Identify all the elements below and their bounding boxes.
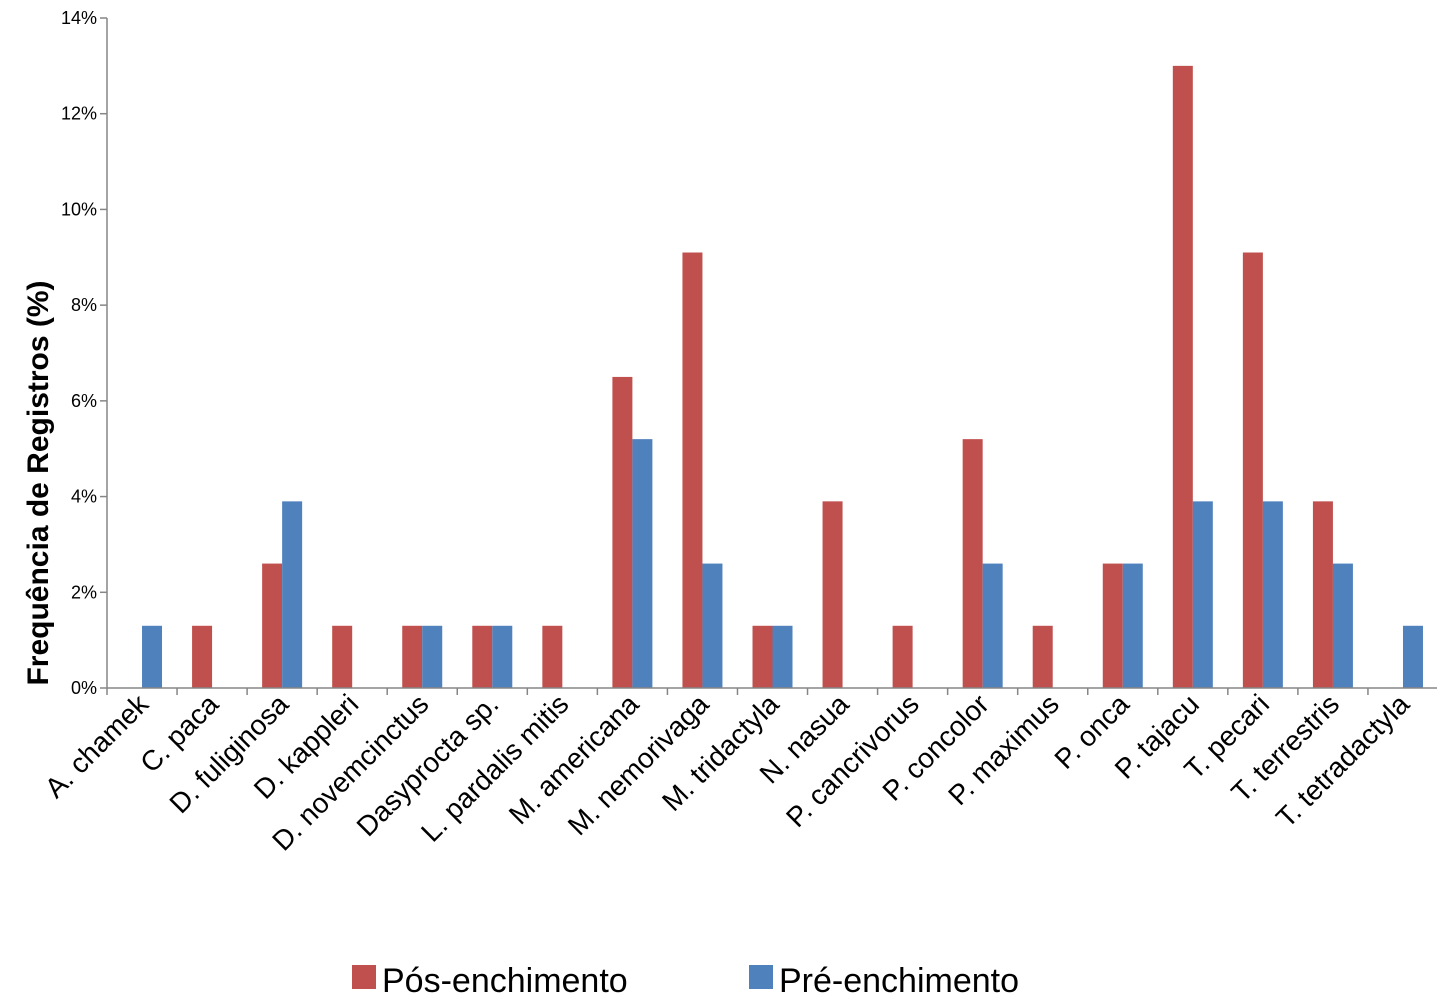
bar-pos-17 [1312,501,1333,688]
bar-pos-6 [542,625,563,688]
bar-pos-14 [1102,563,1123,688]
bar-pre-8 [702,563,723,688]
y-tick-label: 4% [71,487,97,507]
y-axis-ticks: 0% 2% 4% 6% 8% 10% 12% 14% [61,8,107,698]
legend-label: Pré-enchimento [779,962,1019,1000]
bar-pos-13 [1032,625,1053,688]
bar-pre-14 [1122,563,1143,688]
bar-pre-4 [422,625,443,688]
bar-pos-12 [962,439,983,688]
bar-pre-17 [1332,563,1353,688]
bar-pos-11 [892,625,913,688]
bar-pos-10 [822,501,843,688]
bars [142,65,1423,689]
bar-pos-4 [402,625,423,688]
bar-pos-15 [1172,65,1193,689]
y-tick-label: 8% [71,295,97,315]
y-tick-label: 12% [61,104,97,124]
bar-pre-0 [142,625,163,688]
bar-pre-7 [632,439,653,688]
bar-pos-1 [192,625,213,688]
bar-pre-16 [1262,501,1283,688]
bar-pre-15 [1192,501,1213,688]
bar-pre-5 [492,625,513,688]
bar-pos-5 [472,625,493,688]
bar-pre-2 [282,501,303,688]
legend: Pós-enchimento Pré-enchimento [352,962,1019,1000]
x-tick-label: A. chamek [39,688,155,804]
y-tick-label: 0% [71,678,97,698]
bar-pos-8 [682,252,703,688]
bar-pos-3 [332,625,353,688]
y-axis-title: Frequência de Registros (%) [22,280,55,685]
y-tick-label: 2% [71,582,97,602]
bar-pre-18 [1402,625,1423,688]
legend-swatch [749,965,773,989]
bar-pre-12 [982,563,1003,688]
bar-pos-7 [612,376,633,688]
bar-pre-9 [772,625,793,688]
bar-pos-16 [1242,252,1263,688]
y-tick-label: 14% [61,8,97,28]
legend-label: Pós-enchimento [382,962,628,1000]
legend-swatch [352,965,376,989]
y-tick-label: 10% [61,199,97,219]
y-tick-label: 6% [71,391,97,411]
bar-pos-9 [752,625,773,688]
bar-pos-2 [262,563,283,688]
